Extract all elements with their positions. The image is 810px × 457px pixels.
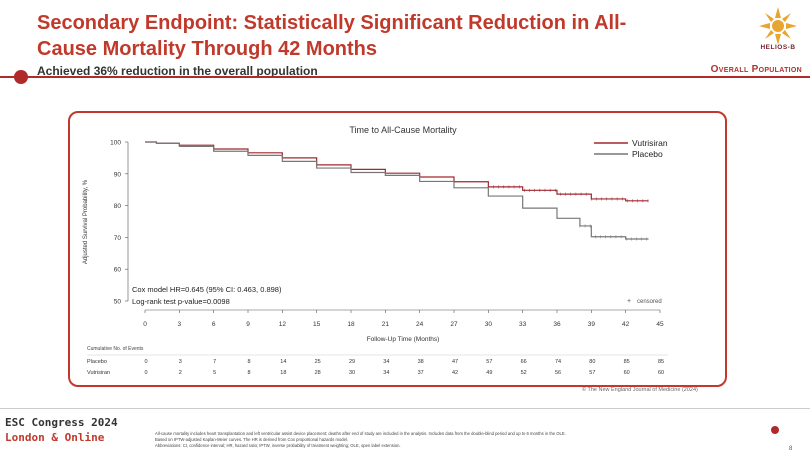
y-tick-label: 90 — [114, 171, 122, 178]
x-tick-label: 30 — [485, 321, 493, 328]
events-cell: 5 — [213, 370, 216, 376]
helios-sun-logo-icon — [759, 7, 797, 45]
events-cell: 2 — [179, 370, 182, 376]
hr-annotation: Cox model HR=0.645 (95% CI: 0.463, 0.898… — [132, 285, 282, 294]
events-cell: 34 — [383, 370, 389, 376]
events-cell: 29 — [349, 359, 355, 365]
events-cell: 34 — [383, 359, 389, 365]
events-cell: 28 — [315, 370, 321, 376]
x-axis-label: Follow-Up Time (Months) — [367, 336, 440, 343]
censored-legend: + censored — [627, 298, 662, 305]
events-cell: 18 — [280, 370, 286, 376]
x-tick-label: 0 — [143, 321, 147, 328]
events-row-label: Placebo — [87, 359, 107, 365]
x-tick-label: 45 — [656, 321, 664, 328]
censored-legend-label: censored — [637, 299, 662, 305]
footnote-3: Abbreviations: CI, confidence interval; … — [155, 443, 401, 448]
population-badge: Overall Population — [711, 64, 802, 75]
events-cell: 80 — [589, 359, 595, 365]
events-cell: 37 — [418, 370, 424, 376]
km-curve-placebo — [145, 141, 649, 240]
x-tick-label: 27 — [450, 321, 458, 328]
footer-dot — [771, 426, 779, 434]
y-axis-label: Adjusted Survival Probability, % — [83, 179, 89, 264]
pvalue-annotation: Log-rank test p-value=0.0098 — [132, 297, 230, 306]
page-number: 8 — [789, 446, 793, 452]
congress-location: London & Online — [5, 431, 105, 444]
y-tick-label: 80 — [114, 203, 122, 210]
y-tick-label: 70 — [114, 235, 122, 242]
nejm-credit: © The New England Journal of Medicine (2… — [582, 387, 698, 393]
events-cell: 30 — [349, 370, 355, 376]
x-tick-label: 3 — [178, 321, 182, 328]
events-row-label: Vutrisiran — [87, 370, 110, 376]
x-tick-label: 15 — [313, 321, 321, 328]
congress-name: ESC Congress 2024 — [5, 416, 118, 429]
events-cell: 60 — [658, 370, 664, 376]
y-tick-label: 60 — [114, 267, 122, 274]
events-cell: 57 — [486, 359, 492, 365]
slide-subtitle: Achieved 36% reduction in the overall po… — [37, 64, 318, 78]
events-cell: 74 — [555, 359, 561, 365]
y-tick-label: 100 — [110, 140, 121, 147]
x-tick-label: 33 — [519, 321, 527, 328]
events-cell: 25 — [315, 359, 321, 365]
slide-title: Secondary Endpoint: Statistically Signif… — [37, 12, 627, 60]
km-curve-vutrisiran — [145, 141, 649, 202]
events-cell: 8 — [247, 359, 250, 365]
events-cell: 66 — [521, 359, 527, 365]
chart-title: Time to All-Cause Mortality — [349, 125, 457, 135]
x-tick-label: 6 — [212, 321, 216, 328]
x-tick-label: 21 — [382, 321, 390, 328]
events-cell: 0 — [144, 370, 147, 376]
logo-text: HELIOS-B — [760, 44, 796, 51]
x-tick-label: 24 — [416, 321, 424, 328]
events-cell: 3 — [179, 359, 182, 365]
chart-panel — [68, 111, 727, 387]
events-cell: 7 — [213, 359, 216, 365]
legend-label-vutrisiran: Vutrisiran — [632, 138, 668, 148]
censored-legend-mark: + — [627, 298, 631, 305]
events-cell: 0 — [144, 359, 147, 365]
footer-rule — [0, 408, 810, 409]
legend-label-placebo: Placebo — [632, 149, 663, 159]
events-cell: 56 — [555, 370, 561, 376]
x-tick-label: 12 — [279, 321, 287, 328]
events-cell: 57 — [589, 370, 595, 376]
events-cell: 52 — [521, 370, 527, 376]
footnote-2: Based on IPTW-adjusted Kaplan-Meier curv… — [155, 437, 349, 442]
events-cell: 8 — [247, 370, 250, 376]
header-rule — [0, 76, 810, 78]
events-table-header: Cumulative No. of Events — [87, 346, 144, 352]
events-cell: 85 — [624, 359, 630, 365]
events-cell: 49 — [486, 370, 492, 376]
footnote-1: All-cause mortality includes heart trans… — [155, 431, 566, 436]
x-tick-label: 42 — [622, 321, 630, 328]
population-badge-text: Overall Population — [710, 64, 802, 75]
x-tick-label: 36 — [553, 321, 561, 328]
y-tick-label: 50 — [114, 299, 122, 306]
footnotes: All-cause mortality includes heart trans… — [155, 431, 715, 449]
events-cell: 38 — [418, 359, 424, 365]
events-cell: 14 — [280, 359, 286, 365]
events-cell: 85 — [658, 359, 664, 365]
events-cell: 47 — [452, 359, 458, 365]
events-cell: 60 — [624, 370, 630, 376]
events-cell: 42 — [452, 370, 458, 376]
x-tick-label: 39 — [588, 321, 596, 328]
x-tick-label: 18 — [347, 321, 355, 328]
x-tick-label: 9 — [246, 321, 250, 328]
